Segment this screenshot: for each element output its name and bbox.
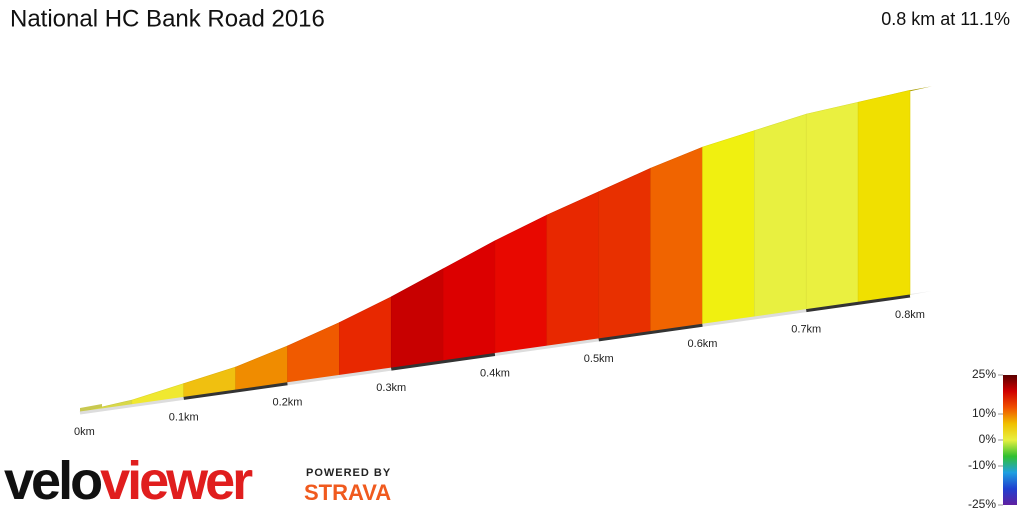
- x-tick-label: 0.1km: [169, 411, 199, 423]
- axis-segment: [79, 396, 184, 415]
- axis-segment: [806, 294, 911, 313]
- powered-by: POWERED BY: [306, 467, 391, 479]
- colorbar-label: -10%: [968, 458, 996, 472]
- x-tick-label: 0.2km: [273, 397, 303, 409]
- colorbar-label: -25%: [968, 497, 996, 511]
- segment: [287, 322, 340, 384]
- colorbar-label: 10%: [972, 406, 996, 420]
- segment: [857, 89, 911, 303]
- axis-segment: [598, 323, 703, 342]
- segment: [702, 130, 755, 325]
- colorbar: [1003, 375, 1017, 505]
- axis-segment: [391, 353, 496, 371]
- start-cap: [80, 404, 102, 412]
- x-tick-label: 0km: [74, 426, 95, 438]
- x-tick-label: 0.4km: [480, 367, 510, 379]
- colorbar-label: 25%: [972, 367, 996, 381]
- segment: [598, 167, 651, 340]
- x-tick-label: 0.3km: [376, 382, 406, 394]
- strava-logo: STRAVA: [304, 480, 391, 505]
- x-tick-label: 0.8km: [895, 309, 925, 321]
- colorbar-label: 0%: [979, 432, 997, 446]
- segment: [494, 214, 548, 354]
- segment: [754, 113, 807, 318]
- axis-segment: [183, 382, 288, 400]
- x-tick-label: 0.6km: [688, 338, 718, 350]
- axis-segment: [702, 309, 807, 327]
- segment: [339, 296, 392, 376]
- segment: [390, 268, 444, 369]
- axis-segment: [287, 367, 392, 386]
- segment: [442, 240, 496, 362]
- segment: [546, 191, 600, 347]
- logo: veloviewer: [4, 451, 253, 511]
- x-tick-label: 0.5km: [584, 353, 614, 365]
- segment: [805, 101, 859, 310]
- chart-title: National HC Bank Road 2016: [10, 5, 325, 32]
- chart-subtitle: 0.8 km at 11.1%: [881, 9, 1010, 29]
- axis-segment: [494, 338, 599, 356]
- segment: [650, 146, 703, 332]
- x-tick-label: 0.7km: [791, 324, 821, 336]
